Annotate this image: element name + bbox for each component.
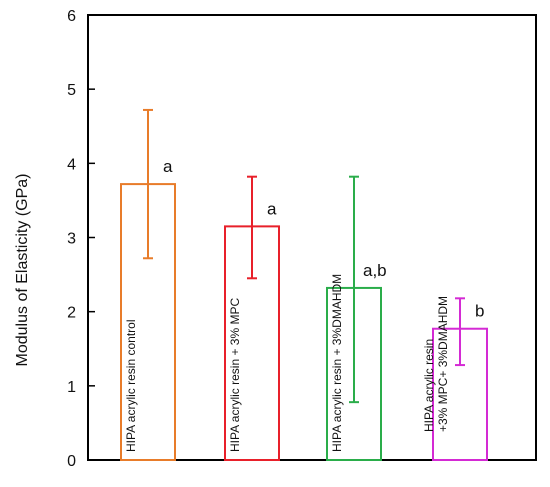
- y-tick-label: 5: [67, 82, 76, 99]
- y-tick-label: 3: [67, 231, 76, 248]
- y-tick-label: 2: [67, 305, 76, 322]
- significance-label: a: [163, 157, 173, 176]
- y-tick-label: 0: [67, 453, 76, 470]
- y-tick-label: 1: [67, 379, 76, 396]
- y-tick-label: 6: [67, 8, 76, 25]
- bar-group: HIPA acrylic resin+3% MPC+ 3%DMAHDM b: [422, 296, 488, 461]
- category-label: HIPA acrylic resin+3% MPC+ 3%DMAHDM: [422, 296, 450, 432]
- y-tick-label: 4: [67, 156, 76, 173]
- category-label: HIPA acrylic resin control: [124, 320, 138, 453]
- significance-label: b: [475, 302, 484, 321]
- bar-group: HIPA acrylic resin + 3% MPC a: [224, 175, 280, 461]
- significance-label: a,b: [363, 261, 387, 280]
- y-axis-ticks: 0 1 2 3 4 5 6: [67, 8, 95, 470]
- category-label: HIPA acrylic resin + 3%DMAHDM: [330, 274, 344, 452]
- plot-border: [87, 14, 537, 461]
- bar-group: HIPA acrylic resin + 3%DMAHDM a,b: [326, 175, 387, 461]
- bar-group: HIPA acrylic resin control a: [120, 108, 176, 461]
- category-label: HIPA acrylic resin + 3% MPC: [228, 298, 242, 452]
- y-axis-title: Modulus of Elasticity (GPa): [14, 174, 31, 367]
- plot-frame: [87, 14, 537, 461]
- significance-label: a: [267, 199, 277, 218]
